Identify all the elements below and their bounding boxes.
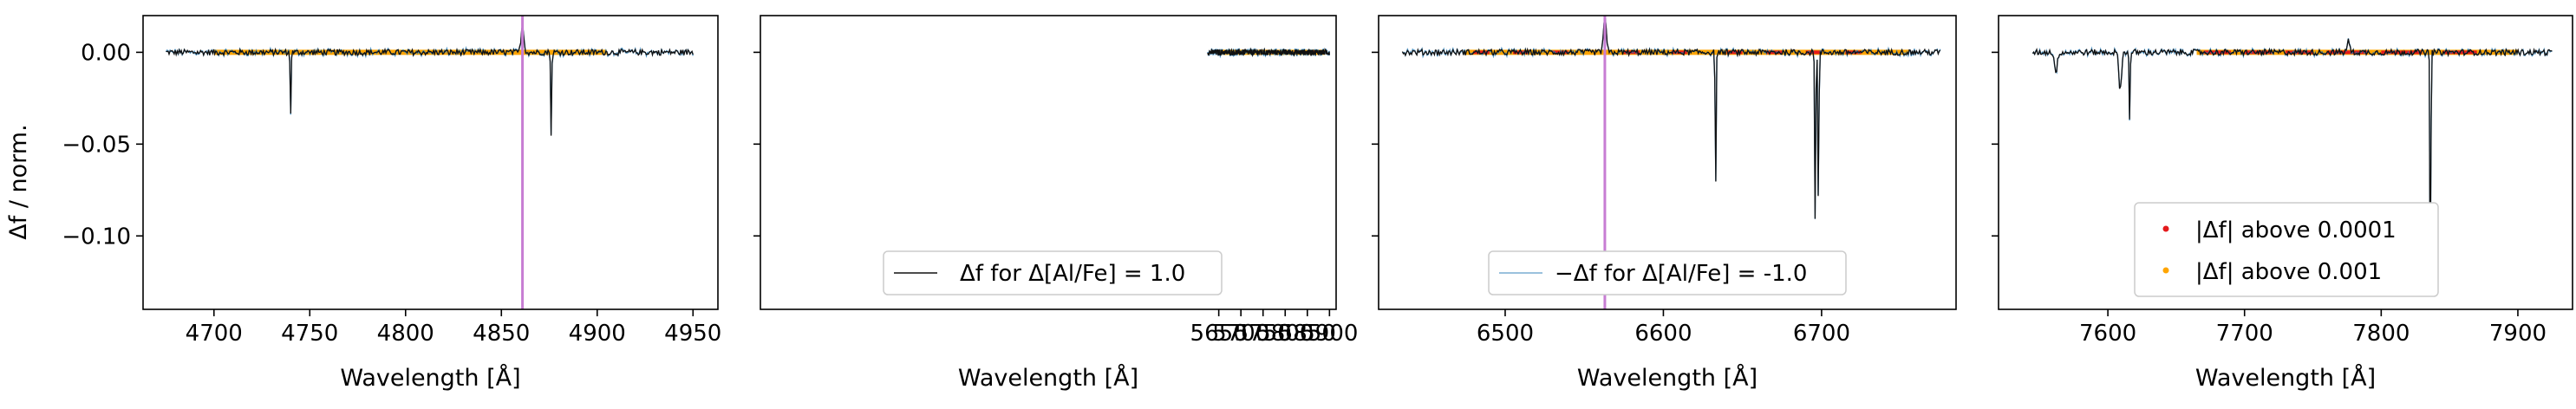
panel-4-yticks <box>1992 51 1999 237</box>
panel-3-xticks: 6500 6600 6700 <box>1477 309 1850 347</box>
panel-4-plot <box>2031 38 2553 291</box>
legend-delta-label: Δf for Δ[Al/Fe] = 1.0 <box>960 261 1185 287</box>
panel-4-red-band-3 <box>2326 50 2368 55</box>
panel-4-xticks: 7600 7700 7800 7900 <box>2079 309 2547 347</box>
panel-2-x-axis-label: Wavelength [Å] <box>958 364 1138 392</box>
panel-1-ytick-label-0: 0.00 <box>81 40 131 66</box>
panel-2-xtick-label-2: 5750 <box>1235 321 1292 347</box>
panel-1-xticks: 4700 4750 4800 4850 4900 4950 <box>186 309 721 347</box>
panel-1-frame <box>142 15 719 310</box>
panel-3-delta-series <box>1401 16 1941 219</box>
panel-1-plot <box>165 16 694 309</box>
panel-3-red-band-0 <box>1473 50 1490 55</box>
panel-3-xtick-label-1: 6600 <box>1634 321 1692 347</box>
panel-1-xtick-label-2: 4800 <box>377 321 434 347</box>
panel-4: 7600 7700 7800 7900 Wavelength [Å] |Δf| abo… <box>1992 15 2573 392</box>
legend-orange-label: |Δf| above 0.001 <box>2195 259 2382 285</box>
panel-2-xtick-label-3: 5800 <box>1256 321 1314 347</box>
panel-3-red-band-3 <box>1623 50 1640 55</box>
panel-2-plot <box>1207 47 1330 59</box>
legend-delta: Δf for Δ[Al/Fe] = 1.0 <box>883 250 1223 295</box>
panel-2-xtick-label-1: 5700 <box>1212 321 1269 347</box>
panel-1-delta-series <box>166 24 694 136</box>
panel-1-x-axis-label: Wavelength [Å] <box>340 364 520 392</box>
panel-3: 6500 6600 6700 Wavelength [Å] −Δf for Δ[Al… <box>1372 15 1957 392</box>
panel-3-frame <box>1378 15 1957 310</box>
legend-neg-delta-label: −Δf for Δ[Al/Fe] = -1.0 <box>1555 261 1807 287</box>
panel-3-x-axis-label: Wavelength [Å] <box>1577 364 1758 392</box>
panel-1-neg-delta-series <box>165 25 694 135</box>
panel-2-xtick-label-0: 5650 <box>1190 321 1248 347</box>
panel-3-yticks <box>1372 51 1379 237</box>
legend-orange-marker <box>2162 267 2169 274</box>
legend-red-label: |Δf| above 0.0001 <box>2195 217 2397 243</box>
y-axis-label: Δf / norm. <box>5 124 32 239</box>
panel-2-xtick-label-5: 5900 <box>1301 321 1358 347</box>
panel-4-xtick-label-2: 7800 <box>2352 321 2410 347</box>
panel-1: 4700 4750 4800 4850 4900 4950 0.00−0.05−0.10 … <box>62 15 721 392</box>
panel-3-neg-delta-series <box>1402 16 1941 219</box>
panel-1-xtick-label-3: 4850 <box>473 321 530 347</box>
legend-thresholds: |Δf| above 0.0001 |Δf| above 0.001 <box>2134 202 2439 297</box>
panel-1-xtick-label-5: 4950 <box>664 321 721 347</box>
panel-4-x-axis-label: Wavelength [Å] <box>2195 364 2376 392</box>
panel-4-frame <box>1998 15 2573 310</box>
panel-1-ytick-label-2: −0.10 <box>62 224 131 250</box>
panel-4-delta-series <box>2031 38 2553 291</box>
panel-4-xtick-label-0: 7600 <box>2079 321 2136 347</box>
legend-thresholds-box <box>2134 202 2439 297</box>
legend-neg-delta: −Δf for Δ[Al/Fe] = -1.0 <box>1488 250 1847 295</box>
panel-2-yticks <box>753 51 760 237</box>
legend-neg-delta-box <box>1488 250 1847 295</box>
panel-1-xtick-label-0: 4700 <box>186 321 243 347</box>
panel-4-xtick-label-3: 7900 <box>2489 321 2547 347</box>
panel-1-yticks: 0.00 −0.05 −0.10 <box>62 40 143 250</box>
panel-4-xtick-label-1: 7700 <box>2216 321 2273 347</box>
panel-3-xtick-label-2: 6700 <box>1793 321 1850 347</box>
legend-red-marker <box>2162 225 2169 232</box>
legend-delta-box <box>883 250 1223 295</box>
panel-2-frame <box>760 15 1337 310</box>
panel-2-delta-series <box>1207 47 1330 58</box>
panel-1-xtick-label-4: 4900 <box>569 321 626 347</box>
panel-1-xtick-label-1: 4750 <box>281 321 338 347</box>
panel-1-ytick-label-1: −0.05 <box>62 132 131 158</box>
panel-3-xtick-label-0: 6500 <box>1477 321 1534 347</box>
panel-2-xtick-label-4: 5850 <box>1279 321 1336 347</box>
